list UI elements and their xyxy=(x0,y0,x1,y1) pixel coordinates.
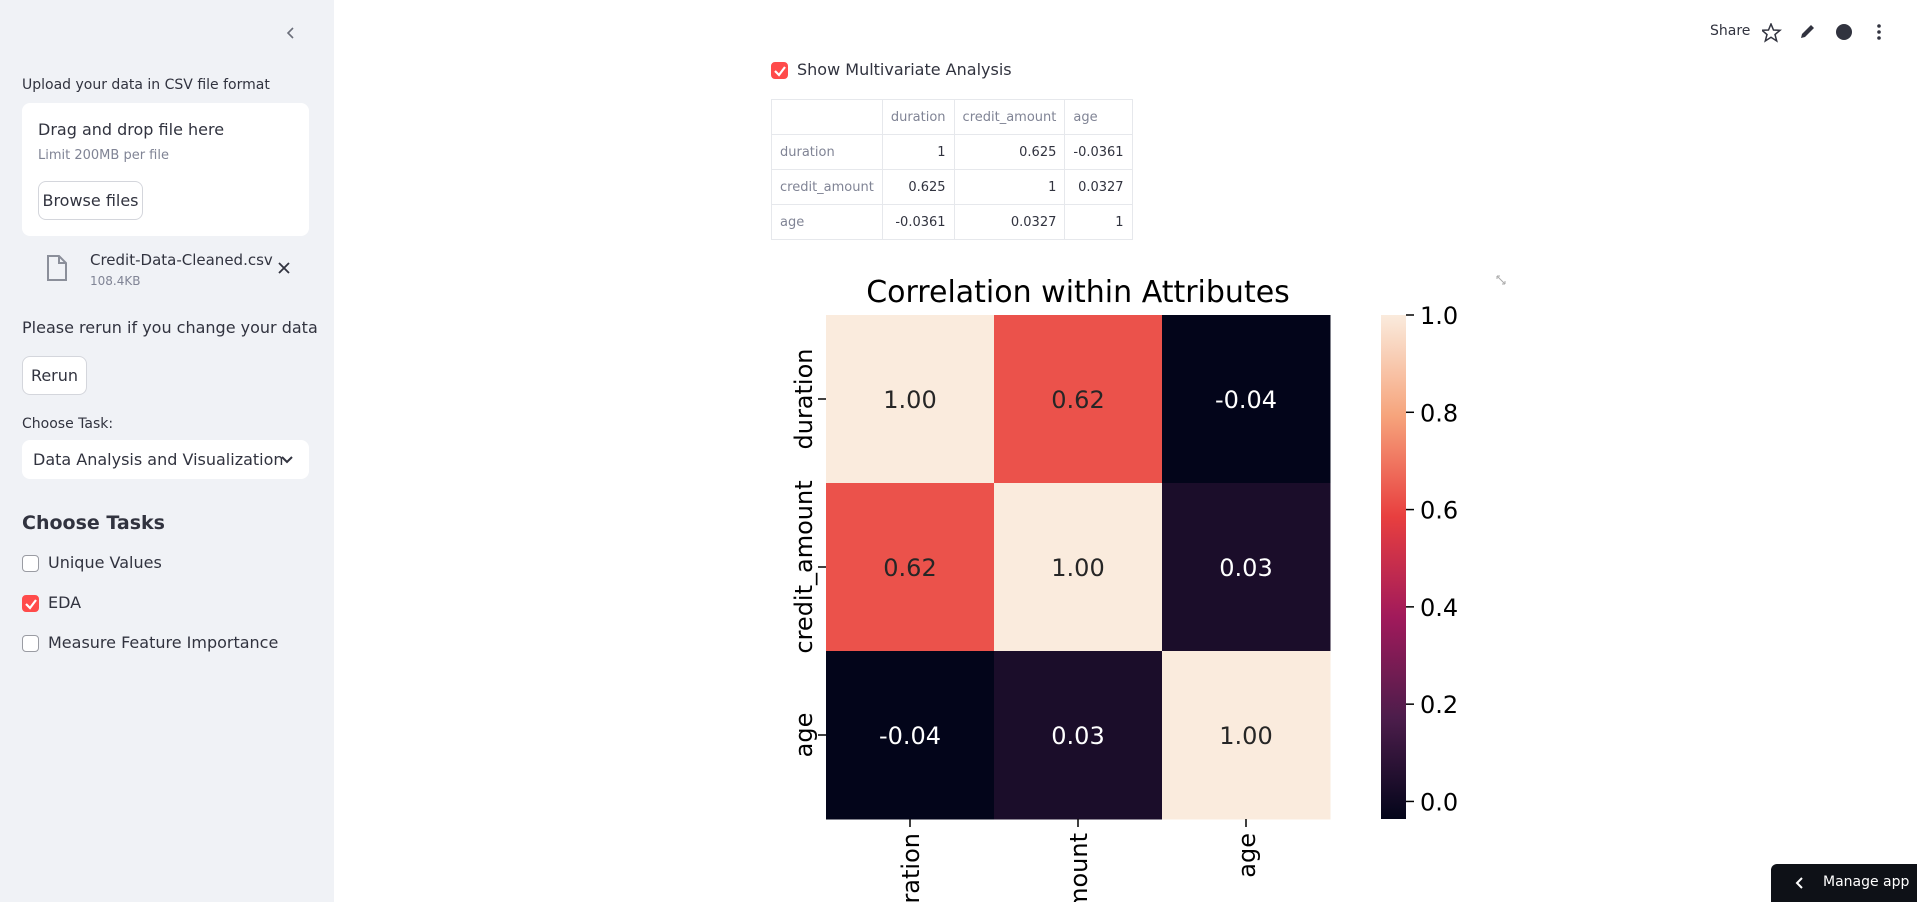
table-cell: 1 xyxy=(1064,204,1133,240)
upload-label: Upload your data in CSV file format xyxy=(22,77,270,93)
y-tick-label: duration xyxy=(790,349,818,450)
column-header: age xyxy=(1064,99,1133,135)
cell-label: 1.00 xyxy=(1219,722,1272,750)
chart-title: Correlation within Attributes xyxy=(866,275,1290,310)
task-label: EDA xyxy=(48,593,82,612)
manage-app-arrow xyxy=(1795,877,1803,889)
collapse-sidebar[interactable] xyxy=(284,26,298,40)
corner-cell xyxy=(771,99,883,135)
x-tick-label: credit_amount xyxy=(1065,833,1093,902)
cell-label: -0.04 xyxy=(1215,386,1277,414)
check-path xyxy=(774,66,786,77)
table-cell: -0.0361 xyxy=(1064,134,1133,170)
x-tick-label: age xyxy=(1233,833,1261,878)
file-icon xyxy=(47,255,67,281)
edit-icon[interactable] xyxy=(1801,25,1814,38)
dropzone-title: Drag and drop file here xyxy=(38,120,225,139)
heatmap-cell xyxy=(994,483,1163,652)
colorbar-tick-label: 0.4 xyxy=(1420,594,1458,622)
heatmap-cell xyxy=(826,315,995,484)
table-row: credit_amount 0.625 1 0.0327 xyxy=(771,169,1133,205)
heatmap-cell xyxy=(826,651,995,820)
browse-button[interactable]: Browse files xyxy=(38,181,143,220)
task-select[interactable]: Data Analysis and Visualization xyxy=(22,440,309,479)
task-checkbox[interactable] xyxy=(22,555,39,572)
cell-label: -0.04 xyxy=(879,722,941,750)
manage-app[interactable]: Manage app xyxy=(1771,864,1917,902)
github-icon[interactable] xyxy=(1836,24,1852,40)
colorbar-tick-label: 0.0 xyxy=(1420,788,1458,816)
table-cell: 0.625 xyxy=(881,169,955,205)
select-arrow xyxy=(281,456,293,464)
y-tick-label: credit_amount xyxy=(790,480,818,653)
multivariate-checkbox[interactable] xyxy=(771,62,788,79)
cell-label: 0.62 xyxy=(1051,386,1104,414)
heatmap-cell xyxy=(1162,483,1331,652)
colorbar-tick-label: 0.6 xyxy=(1420,497,1458,525)
fullscreen-icon[interactable] xyxy=(1496,275,1506,285)
heatmap-cell xyxy=(1162,315,1331,484)
check-mark xyxy=(774,66,786,77)
tasks-heading: Choose Tasks xyxy=(22,512,165,534)
column-header: duration xyxy=(881,99,955,135)
heatmap-cell xyxy=(994,315,1163,484)
task-select-value: Data Analysis and Visualization xyxy=(33,450,284,469)
menu-icon[interactable] xyxy=(1877,24,1881,28)
heatmap-cell xyxy=(1162,651,1331,820)
cell-label: 0.62 xyxy=(883,554,936,582)
share-button[interactable]: Share xyxy=(1710,23,1751,39)
task-checkbox[interactable] xyxy=(22,595,39,612)
colorbar-tick-label: 1.0 xyxy=(1420,302,1458,330)
table-cell: 1 xyxy=(953,169,1066,205)
heatmap-cell xyxy=(994,651,1163,820)
sidebar: Upload your data in CSV file format Drag… xyxy=(0,0,334,902)
manage-app-label: Manage app xyxy=(1823,874,1910,890)
cell-label: 1.00 xyxy=(883,386,936,414)
column-header: credit_amount xyxy=(953,99,1066,135)
check-mark xyxy=(25,599,37,610)
table-cell: 0.0327 xyxy=(1064,169,1133,205)
task-label: Choose Task: xyxy=(22,416,114,432)
table-row: age -0.0361 0.0327 1 xyxy=(771,204,1133,240)
rerun-button[interactable]: Rerun xyxy=(22,356,87,395)
y-tick-label: age xyxy=(790,713,818,758)
task-label: Unique Values xyxy=(48,553,162,572)
colorbar xyxy=(1381,315,1406,819)
colorbar-tick-label: 0.2 xyxy=(1420,691,1458,719)
star-icon[interactable] xyxy=(1762,23,1782,43)
heatmap-cell xyxy=(826,483,995,652)
remove-file[interactable] xyxy=(277,261,291,275)
row-header: age xyxy=(771,204,883,240)
x-tick-label: duration xyxy=(897,833,925,902)
file-name: Credit-Data-Cleaned.csv xyxy=(90,251,273,269)
task-checkbox[interactable] xyxy=(22,635,39,652)
file-size: 108.4KB xyxy=(90,274,141,288)
toolbar-icons xyxy=(1762,23,1881,43)
task-label: Measure Feature Importance xyxy=(48,633,279,652)
rerun-note: Please rerun if you change your data xyxy=(22,318,318,337)
cell-label: 0.03 xyxy=(1051,722,1104,750)
cell-label: 1.00 xyxy=(1051,554,1104,582)
dropzone-limit: Limit 200MB per file xyxy=(38,148,169,163)
colorbar-tick-label: 0.8 xyxy=(1420,399,1458,427)
table-header-row: duration credit_amount age xyxy=(771,99,1133,135)
check-path xyxy=(25,599,37,610)
row-header: credit_amount xyxy=(771,169,883,205)
table-row: duration 1 0.625 -0.0361 xyxy=(771,134,1133,170)
multivariate-label: Show Multivariate Analysis xyxy=(797,60,1012,79)
dropzone[interactable]: Drag and drop file here Limit 200MB per … xyxy=(22,103,309,236)
correlation-table: duration credit_amount age duration 1 0.625 -0… xyxy=(771,99,1133,240)
cell-label: 0.03 xyxy=(1219,554,1272,582)
